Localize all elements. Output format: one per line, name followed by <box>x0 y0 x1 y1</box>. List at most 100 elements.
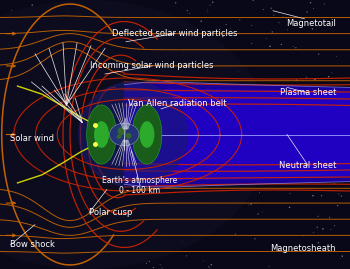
Point <box>115 259 121 264</box>
Point <box>18 233 24 238</box>
Point <box>314 225 320 229</box>
Point <box>122 100 128 104</box>
Text: Solar wind: Solar wind <box>10 134 55 143</box>
Point <box>180 239 186 243</box>
Point <box>331 224 337 228</box>
Point <box>35 72 40 76</box>
Point <box>205 7 210 12</box>
Point <box>161 182 167 186</box>
Point <box>192 188 198 192</box>
Point <box>276 121 282 125</box>
Point <box>124 211 130 215</box>
Point <box>198 222 203 226</box>
Text: Magnetosheath: Magnetosheath <box>271 244 336 253</box>
Point <box>72 249 78 253</box>
Point <box>260 210 265 214</box>
Point <box>60 120 66 124</box>
Point <box>338 194 344 198</box>
Point <box>29 3 35 7</box>
Point <box>126 128 132 133</box>
Point <box>204 156 209 161</box>
Point <box>292 171 297 175</box>
Point <box>49 146 55 150</box>
Point <box>44 231 50 236</box>
Point <box>290 44 296 49</box>
Point <box>331 182 337 186</box>
Point <box>44 35 50 39</box>
Ellipse shape <box>110 123 139 146</box>
Point <box>94 175 99 179</box>
Point <box>53 199 59 203</box>
Point <box>219 129 225 133</box>
Point <box>6 43 12 47</box>
Point <box>180 240 185 244</box>
Point <box>102 95 108 100</box>
Point <box>6 243 11 247</box>
Point <box>293 46 299 50</box>
Point <box>55 69 61 74</box>
Point <box>177 65 182 69</box>
Text: Earth's atmosphere
0 - 100 km: Earth's atmosphere 0 - 100 km <box>102 176 177 195</box>
Point <box>264 150 270 154</box>
Point <box>334 54 339 59</box>
Point <box>319 194 324 198</box>
Point <box>220 34 226 39</box>
Point <box>92 161 98 165</box>
Point <box>338 256 343 261</box>
Point <box>329 70 335 75</box>
Point <box>255 212 261 216</box>
Point <box>223 22 229 27</box>
Point <box>279 43 284 47</box>
Point <box>69 141 75 146</box>
Point <box>112 223 117 228</box>
Point <box>327 79 332 83</box>
Point <box>63 235 69 240</box>
Point <box>16 51 22 55</box>
Point <box>146 259 152 264</box>
Point <box>257 140 262 144</box>
Point <box>230 200 236 204</box>
Point <box>187 11 192 16</box>
Point <box>245 203 251 207</box>
Point <box>88 35 93 39</box>
Point <box>127 239 133 243</box>
Point <box>261 246 267 250</box>
Polygon shape <box>79 82 187 187</box>
Point <box>124 223 129 227</box>
Point <box>249 23 254 28</box>
Point <box>164 17 169 22</box>
Point <box>258 138 264 142</box>
Point <box>121 136 126 140</box>
Polygon shape <box>124 89 350 180</box>
Point <box>139 10 145 14</box>
Point <box>152 166 158 171</box>
Point <box>79 46 84 50</box>
Point <box>131 33 136 37</box>
Point <box>280 15 286 19</box>
Point <box>254 165 259 169</box>
Point <box>283 141 289 145</box>
Point <box>21 50 27 54</box>
Point <box>327 215 332 220</box>
Point <box>158 237 163 242</box>
Point <box>118 17 123 21</box>
Point <box>173 122 178 126</box>
Point <box>294 122 300 126</box>
Ellipse shape <box>118 127 125 135</box>
Point <box>189 58 195 63</box>
Point <box>181 33 186 37</box>
Point <box>266 264 272 269</box>
Point <box>124 90 129 94</box>
Point <box>223 211 228 215</box>
Point <box>241 133 246 137</box>
Point <box>142 69 148 73</box>
Point <box>270 30 275 34</box>
Point <box>38 129 43 133</box>
Ellipse shape <box>87 105 116 164</box>
Polygon shape <box>0 0 270 269</box>
Point <box>98 33 104 37</box>
Point <box>252 237 258 241</box>
Point <box>284 16 289 20</box>
Point <box>287 191 293 196</box>
Point <box>24 15 29 19</box>
